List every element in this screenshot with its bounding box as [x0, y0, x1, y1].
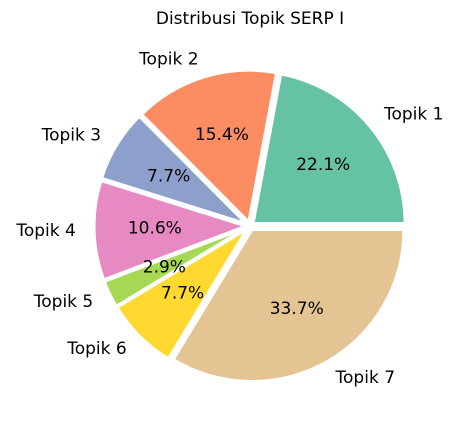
percent-label-topik-7: 33.7%	[270, 299, 324, 319]
category-label-topik-1: Topik 1	[383, 105, 443, 125]
percent-label-topik-3: 7.7%	[147, 167, 190, 187]
pie-slice-topik-7	[171, 227, 406, 383]
pie-slice-topik-6	[115, 227, 249, 361]
category-label-topik-5: Topik 5	[33, 292, 93, 312]
percent-label-topik-5: 2.9%	[143, 258, 186, 278]
pie-slice-topik-3	[100, 114, 249, 226]
category-label-topik-3: Topik 3	[41, 126, 101, 146]
category-label-topik-4: Topik 4	[15, 221, 75, 241]
pie-slice-topik-2	[140, 68, 279, 224]
percent-label-topik-1: 22.1%	[296, 155, 350, 175]
category-label-topik-6: Topik 6	[66, 339, 126, 359]
percent-label-topik-2: 15.4%	[195, 125, 249, 145]
percent-labels: 22.1% 15.4% 7.7% 10.6% 2.9% 7.7% 33.7%	[128, 125, 350, 319]
percent-label-topik-4: 10.6%	[128, 219, 182, 239]
percent-label-topik-6: 7.7%	[161, 283, 204, 303]
category-label-topik-7: Topik 7	[335, 368, 395, 388]
category-label-topik-2: Topik 2	[138, 50, 198, 70]
pie-slice-topik-1	[251, 72, 407, 225]
category-labels: Topik 1 Topik 2 Topik 3 Topik 4 Topik 5 Topik…	[15, 50, 443, 388]
pie-slice-topik-4	[92, 179, 248, 282]
pie-slices	[92, 68, 407, 383]
chart-title: Distribusi Topik SERP I	[156, 9, 344, 29]
